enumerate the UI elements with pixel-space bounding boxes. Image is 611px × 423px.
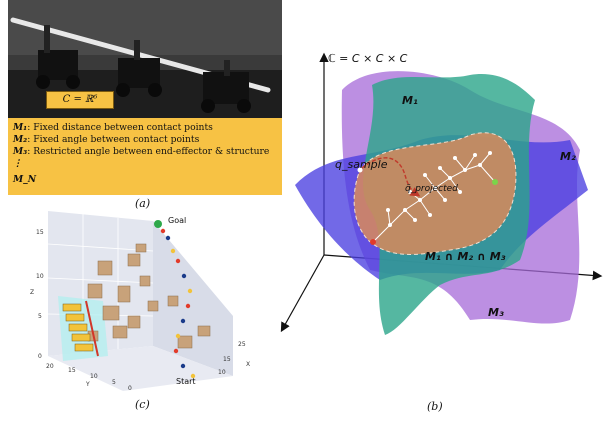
space-label: ℂ = C × C × C: [328, 52, 408, 65]
q-sample-label: q_sample: [335, 158, 388, 171]
config-space-label: C = ℝ⁶: [46, 91, 114, 109]
gripper-poses: [62, 303, 94, 352]
z-tick: 5: [38, 313, 42, 320]
caption-c: (c): [135, 398, 150, 411]
rrt-nodes: [386, 151, 492, 227]
m2-label: M₂: [560, 150, 576, 163]
robot-1: [36, 25, 80, 89]
caption-a: (a): [135, 197, 151, 210]
z-axis-label: Z: [30, 289, 34, 296]
robot-photo-illustration: [8, 0, 282, 118]
z-tick: 10: [36, 273, 44, 280]
y-tick: 5: [112, 379, 116, 386]
z-tick: 0: [38, 353, 42, 360]
constraint-n: M_N: [13, 174, 37, 185]
constraint-ellipsis: ⋮: [13, 158, 23, 169]
robot-photo: C = ℝ⁶: [8, 0, 282, 118]
obstacle-boxes: [87, 243, 211, 349]
m1-label: M₁: [402, 94, 418, 107]
y-tick: 20: [46, 363, 54, 370]
goal-node: [492, 179, 498, 185]
x-axis-label: X: [246, 361, 250, 368]
start-label: Start: [176, 377, 196, 386]
constraint-1: M₁: Fixed distance between contact point…: [13, 122, 213, 133]
y-tick: 15: [68, 367, 76, 374]
constraint-legend: M₁: Fixed distance between contact point…: [8, 118, 282, 195]
x-tick: 15: [223, 356, 231, 363]
x-tick: 25: [238, 341, 246, 348]
y-axis: [280, 254, 325, 333]
projection-arrow: [361, 157, 421, 197]
x-tick: 10: [218, 369, 226, 376]
start-node: [370, 239, 376, 245]
sample-point: [357, 167, 363, 173]
q-projected-label: q̃_projected: [405, 184, 458, 194]
intersection-region: [353, 132, 517, 255]
manifold-diagram: ℂ = C × C × C q_sample q̃_projected M₁ M…: [280, 52, 603, 336]
caption-b: (b): [427, 400, 443, 413]
y-tick: 10: [90, 373, 98, 380]
constraint-2: M₂: Fixed angle between contact points: [13, 134, 200, 145]
intersection-label: M₁ ∩ M₂ ∩ M₃: [425, 250, 506, 263]
m3-label: M₃: [488, 306, 504, 319]
goal-marker: [154, 220, 162, 228]
trajectory-dots: [160, 228, 196, 379]
z-tick: 15: [36, 229, 44, 236]
side-wall: [153, 221, 233, 376]
red-path: [85, 300, 99, 357]
robot-3: [201, 60, 251, 113]
plan-3d-plot: Goal Start 15 10 5 0 Z 20 15 10 5 Y 0 10…: [30, 211, 250, 391]
constraint-3: M₃: Restricted angle between end-effecto…: [13, 146, 270, 157]
x-tick: 0: [128, 385, 132, 391]
goal-label: Goal: [168, 216, 186, 225]
robot-2: [116, 40, 162, 97]
y-axis-label: Y: [85, 381, 90, 388]
